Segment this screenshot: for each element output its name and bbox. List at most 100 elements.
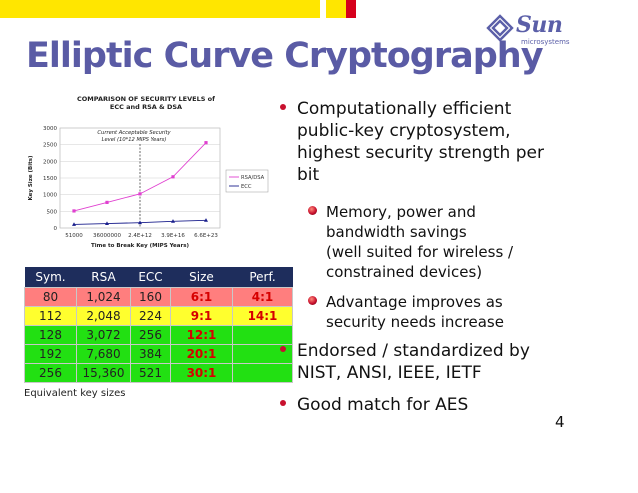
table-header-row: Sym. RSA ECC Size Perf.: [24, 267, 293, 288]
key-size-table: Sym. RSA ECC Size Perf. 80 1,024 160 6:1…: [24, 267, 293, 383]
top-strip-yellow-small: [326, 0, 346, 18]
cell-sym: 80: [24, 287, 77, 307]
chart-title: COMPARISON OF SECURITY LEVELS of: [77, 95, 215, 103]
cell-ecc: 384: [130, 344, 171, 364]
top-color-strip: [0, 0, 638, 18]
cell-ecc: 521: [130, 363, 171, 383]
bullet-line: constrained devices): [326, 263, 483, 281]
sun-logo: Sun microsystems: [486, 12, 576, 48]
chart-legend-label: RSA/DSA: [241, 175, 265, 181]
cell-ecc: 160: [130, 287, 171, 307]
chart-legend-label: ECC: [241, 184, 252, 190]
chart-y-axis-label: Key Size (Bits): [28, 155, 34, 201]
col-header-sym: Sym.: [24, 267, 77, 288]
chart-x-tick-label: 36000000: [93, 233, 121, 239]
cell-sym: 256: [24, 363, 77, 383]
table-caption: Equivalent key sizes: [24, 388, 126, 399]
logo-word: Sun: [516, 12, 563, 38]
top-strip-yellow: [0, 0, 320, 18]
chart-y-tick-label: 2000: [43, 159, 57, 165]
cell-sym: 112: [24, 306, 77, 326]
chart-x-tick-label: 6.6E+23: [194, 233, 218, 239]
bullet-icon: [280, 346, 286, 352]
chart-legend-box: [225, 169, 269, 193]
cell-sym: 192: [24, 344, 77, 364]
bullet-line: public-key cryptosystem,: [297, 121, 511, 141]
chart-x-tick-label: 51000: [65, 233, 83, 239]
chart-y-tick-label: 1500: [43, 176, 57, 182]
cell-ecc: 256: [130, 325, 171, 345]
bullet-line: highest security strength per: [297, 143, 544, 163]
bullet-line: (well suited for wireless /: [326, 243, 514, 261]
chart-point: [138, 192, 142, 196]
chart-y-tick-label: 3000: [43, 126, 57, 132]
bullet-list: Computationally efficient public-key cry…: [276, 98, 616, 416]
chart-point: [138, 220, 142, 225]
chart-point: [204, 218, 208, 222]
chart-point: [72, 209, 76, 213]
table-row: 128 3,072 256 12:1: [24, 325, 293, 345]
col-header-perf: Perf.: [232, 267, 293, 288]
bullet-line: Good match for AES: [297, 395, 469, 415]
table-row: 256 15,360 521 30:1: [24, 363, 293, 383]
chart-y-tick-label: 2500: [43, 143, 57, 149]
bullet-icon: [280, 400, 286, 406]
sun-diamond-icon: [486, 14, 514, 42]
chart-x-tick-label: 2.4E+12: [128, 233, 152, 239]
cell-rsa: 1,024: [76, 287, 131, 307]
chart-y-tick-label: 1000: [43, 193, 57, 199]
chart-point: [72, 222, 76, 226]
cell-ecc: 224: [130, 306, 171, 326]
logo-sub: microsystems: [521, 38, 570, 46]
cell-rsa: 7,680: [76, 344, 131, 364]
col-header-rsa: RSA: [76, 267, 131, 288]
chart-point: [105, 221, 109, 225]
chart-annotation: Level (10*12 MIPS Years): [102, 137, 167, 143]
cell-rsa: 3,072: [76, 325, 131, 345]
subbullet-memory-savings: Memory, power and bandwidth savings (wel…: [306, 202, 616, 282]
cell-size: 9:1: [170, 306, 233, 326]
chart-title: ECC and RSA & DSA: [110, 103, 182, 111]
subbullet-advantage: Advantage improves as security needs inc…: [306, 292, 616, 332]
bullet-icon: [280, 104, 286, 110]
top-strip-gap: [320, 0, 326, 18]
table-row: 80 1,024 160 6:1 4:1: [24, 287, 293, 307]
cell-rsa: 15,360: [76, 363, 131, 383]
col-header-size: Size: [170, 267, 233, 288]
table-row: 112 2,048 224 9:1 14:1: [24, 306, 293, 326]
bullet-line: bandwidth savings: [326, 223, 467, 241]
chart-point: [171, 175, 175, 179]
bullet-aes: Good match for AES: [276, 394, 616, 416]
col-header-ecc: ECC: [130, 267, 171, 288]
cell-perf: 4:1: [232, 287, 293, 307]
cell-size: 12:1: [170, 325, 233, 345]
bullet-line: Endorsed / standardized by: [297, 341, 530, 361]
cell-rsa: 2,048: [76, 306, 131, 326]
chart-y-tick-label: 0: [54, 226, 58, 232]
bullet-endorsed: Endorsed / standardized by NIST, ANSI, I…: [276, 340, 616, 384]
cell-perf: [232, 363, 293, 383]
chart-point: [204, 141, 208, 145]
cell-perf: [232, 344, 293, 364]
bullet-line: Computationally efficient: [297, 99, 512, 119]
chart-point: [171, 219, 175, 223]
subbullet-icon: [308, 206, 317, 215]
cell-size: 30:1: [170, 363, 233, 383]
page-number: 4: [555, 413, 565, 431]
bullet-computationally-efficient: Computationally efficient public-key cry…: [276, 98, 616, 186]
table-row: 192 7,680 384 20:1: [24, 344, 293, 364]
page-title: Elliptic Curve Cryptography: [26, 36, 544, 76]
cell-sym: 128: [24, 325, 77, 345]
top-strip-red: [346, 0, 356, 18]
bullet-line: NIST, ANSI, IEEE, IETF: [297, 363, 482, 383]
chart-x-tick-label: 3.9E+16: [161, 233, 185, 239]
bullet-line: Advantage improves as: [326, 293, 503, 311]
chart-annotation: Current Acceptable Security: [97, 130, 171, 136]
bullet-line: Memory, power and: [326, 203, 476, 221]
chart-point: [105, 200, 109, 204]
cell-size: 20:1: [170, 344, 233, 364]
bullet-line: security needs increase: [326, 313, 504, 331]
chart-x-axis-label: Time to Break Key (MIPS Years): [91, 243, 189, 249]
cell-size: 6:1: [170, 287, 233, 307]
